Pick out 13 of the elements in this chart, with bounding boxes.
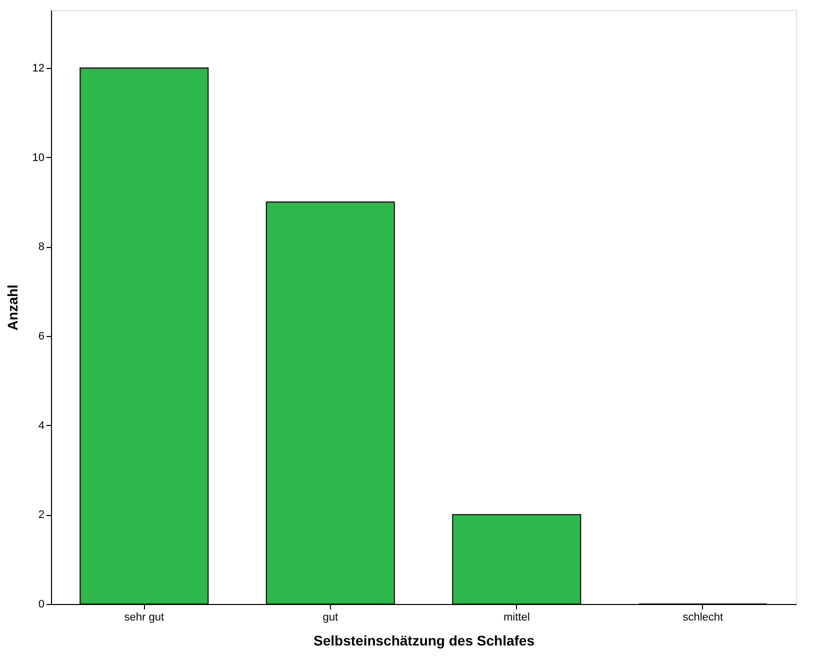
y-tick-label: 8 — [38, 241, 44, 254]
y-tick-label: 6 — [38, 330, 44, 343]
x-tick-label: schlecht — [682, 612, 724, 624]
y-tick-label: 12 — [32, 62, 44, 75]
x-axis-title: Selbsteinschätzung des Schlafes — [314, 632, 535, 648]
x-tick-label: sehr gut — [124, 612, 164, 624]
y-tick-label: 2 — [38, 509, 44, 522]
x-tick-label: mittel — [503, 612, 530, 624]
x-tick-label: gut — [322, 612, 338, 624]
y-tick-label: 4 — [38, 420, 44, 432]
y-tick-label: 0 — [38, 598, 44, 610]
y-tick-label: 10 — [32, 152, 44, 164]
y-axis-title: Anzahl — [4, 284, 20, 330]
